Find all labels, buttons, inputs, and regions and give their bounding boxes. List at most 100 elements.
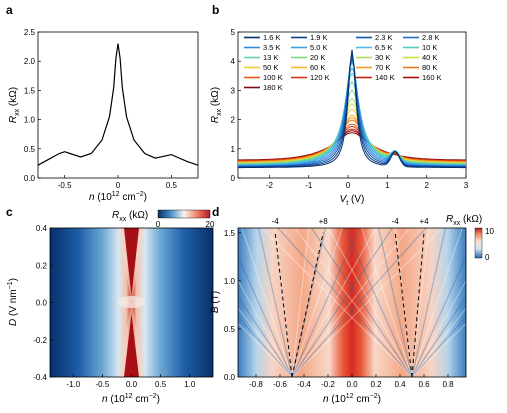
panel-d-fan-stripe [294, 228, 413, 377]
panel-d-fan-stripe [291, 228, 327, 377]
panel-d-fan-stripe [411, 255, 466, 377]
y-tick-label: 2.5 [24, 28, 36, 37]
panel-d-fan-stripe [411, 228, 430, 377]
panel-d-fan-stripe [361, 228, 413, 377]
panel-c-colorbar-label: Rxx (kΩ) [112, 210, 148, 223]
panel-d-fan-stripe [238, 279, 293, 377]
panel-d-fan-stripe [344, 228, 413, 377]
x-tick-label: -0.6 [273, 380, 287, 389]
legend-label: 160 K [422, 73, 442, 82]
y-tick-label: 0.0 [24, 174, 36, 183]
y-tick-label: 0.5 [24, 145, 36, 154]
panel-d-fan-stripe [238, 316, 293, 377]
x-tick-label: -2 [266, 181, 274, 190]
legend-label: 20 K [310, 53, 325, 62]
x-tick-label: -0.8 [249, 380, 263, 389]
panel-label-c: c [6, 205, 13, 219]
legend-label: 1.9 K [310, 33, 328, 42]
panel-b-series-line [238, 130, 466, 161]
legend-label: 1.6 K [263, 33, 281, 42]
y-tick-label: 0.0 [36, 299, 48, 308]
x-tick-label: 3 [464, 181, 469, 190]
panel-d-colorbar-max: 10 [485, 227, 494, 236]
panel-c-upper-ridge [124, 228, 139, 296]
x-tick-label: 0 [346, 181, 351, 190]
y-tick-label: 2 [231, 116, 236, 125]
panel-b-xlabel: Vt (V) [340, 194, 365, 207]
panel-c-colorbar-min: 0 [156, 220, 161, 229]
y-tick-label: -0.2 [33, 336, 47, 345]
x-tick-label: -0.2 [321, 380, 335, 389]
panel-d-fan-stripe [241, 228, 293, 377]
panel-c-xlabel: n (1012 cm−2) [102, 393, 160, 405]
legend-label: 50 K [263, 63, 278, 72]
x-tick-label: 0.8 [442, 380, 454, 389]
x-tick-label: -1.0 [66, 380, 80, 389]
legend-label: 140 K [375, 73, 395, 82]
panel-d-fan-stripe [260, 228, 413, 377]
panel-d-colorbar-min: 0 [485, 253, 490, 262]
legend-label: 100 K [263, 73, 283, 82]
x-tick-label: 1 [385, 181, 390, 190]
y-tick-label: 5 [231, 28, 236, 37]
panel-d-heatmap [238, 228, 466, 377]
panel-c-colorbar [157, 209, 211, 219]
panel-a-chart: -0.5 0 0.5 0.0 0.5 1.0 1.5 2.0 2.5 n (1012 cm−2)… [8, 28, 199, 203]
panel-d-chart: -0.8 -0.6 -0.4 -0.2 0.0 0.2 0.4 0.6 0.8 0.0 0.5 1.0… [210, 214, 494, 405]
y-tick-label: -0.4 [33, 373, 47, 382]
panel-d-fan-stripe [238, 322, 293, 377]
panel-d-fan-stripe [291, 228, 444, 377]
y-tick-label: 2.0 [24, 57, 36, 66]
panel-d-fan-stripe [411, 307, 466, 377]
panel-a-xlabel: n (1012 cm−2) [89, 191, 147, 203]
x-tick-label: 2 [424, 181, 429, 190]
x-tick-label: 0.5 [166, 181, 178, 190]
y-tick-label: 0.0 [224, 373, 236, 382]
legend-label: 60 K [310, 63, 325, 72]
legend-label: 5.0 K [310, 43, 328, 52]
panel-c-ylabel: D (V nm−1) [7, 278, 19, 326]
x-tick-label: 1.0 [184, 380, 196, 389]
legend-label: 2.8 K [422, 33, 440, 42]
panel-d-fan-stripe [257, 228, 293, 377]
panel-d-fan-stripe [238, 295, 293, 377]
y-tick-label: 1.5 [24, 86, 36, 95]
legend-label: 3.5 K [263, 43, 281, 52]
legend-label: 70 K [375, 63, 390, 72]
y-tick-label: 0.5 [224, 325, 236, 334]
panel-b-chart: -2 -1 0 1 2 3 0 1 2 3 4 5 1.6 K 1.9 K 2.3 K 2.8 K 3.5 K… [210, 28, 469, 207]
panel-b-series-line [237, 132, 467, 161]
x-tick-label: 0.0 [346, 380, 358, 389]
panel-d-colorbar [474, 227, 483, 259]
panel-c-lower-ridge [124, 314, 139, 377]
panel-d-fan-dashed-line [394, 232, 413, 378]
panel-b-series-line [238, 103, 466, 164]
y-tick-label: 1.5 [224, 229, 236, 238]
panel-d-fan-stripe [327, 228, 413, 377]
panel-d-fan-stripe [377, 228, 413, 377]
panel-c-crossing [117, 296, 146, 308]
panel-d-fan-stripe [411, 322, 466, 377]
panel-d-fan-label: +4 [419, 217, 429, 226]
y-tick-label: 1.0 [24, 116, 36, 125]
panel-d-fan-stripe [411, 228, 447, 377]
panel-d-fan-stripe [238, 307, 293, 377]
x-tick-label: 0.6 [418, 380, 430, 389]
x-tick-label: 0 [116, 181, 121, 190]
y-tick-label: 0.2 [36, 261, 48, 270]
panel-d-fan-stripe [291, 228, 310, 377]
panel-b-series-line [238, 80, 466, 165]
y-tick-label: 4 [231, 57, 236, 66]
panel-b-frame [237, 31, 467, 179]
x-tick-label: 0.5 [155, 380, 167, 389]
y-tick-label: 3 [231, 86, 236, 95]
y-tick-label: 1.0 [224, 277, 236, 286]
panel-d-fan-stripe [291, 228, 393, 377]
y-tick-label: 0.4 [36, 224, 48, 233]
panel-label-a: a [6, 3, 13, 17]
panel-d-fan-stripe [411, 279, 466, 377]
panel-d-fan-dashed-line [274, 232, 293, 378]
panel-a-ylabel: Rxx (kΩ) [8, 87, 21, 123]
panel-d-colorbar-label: Rxx (kΩ) [446, 214, 482, 227]
